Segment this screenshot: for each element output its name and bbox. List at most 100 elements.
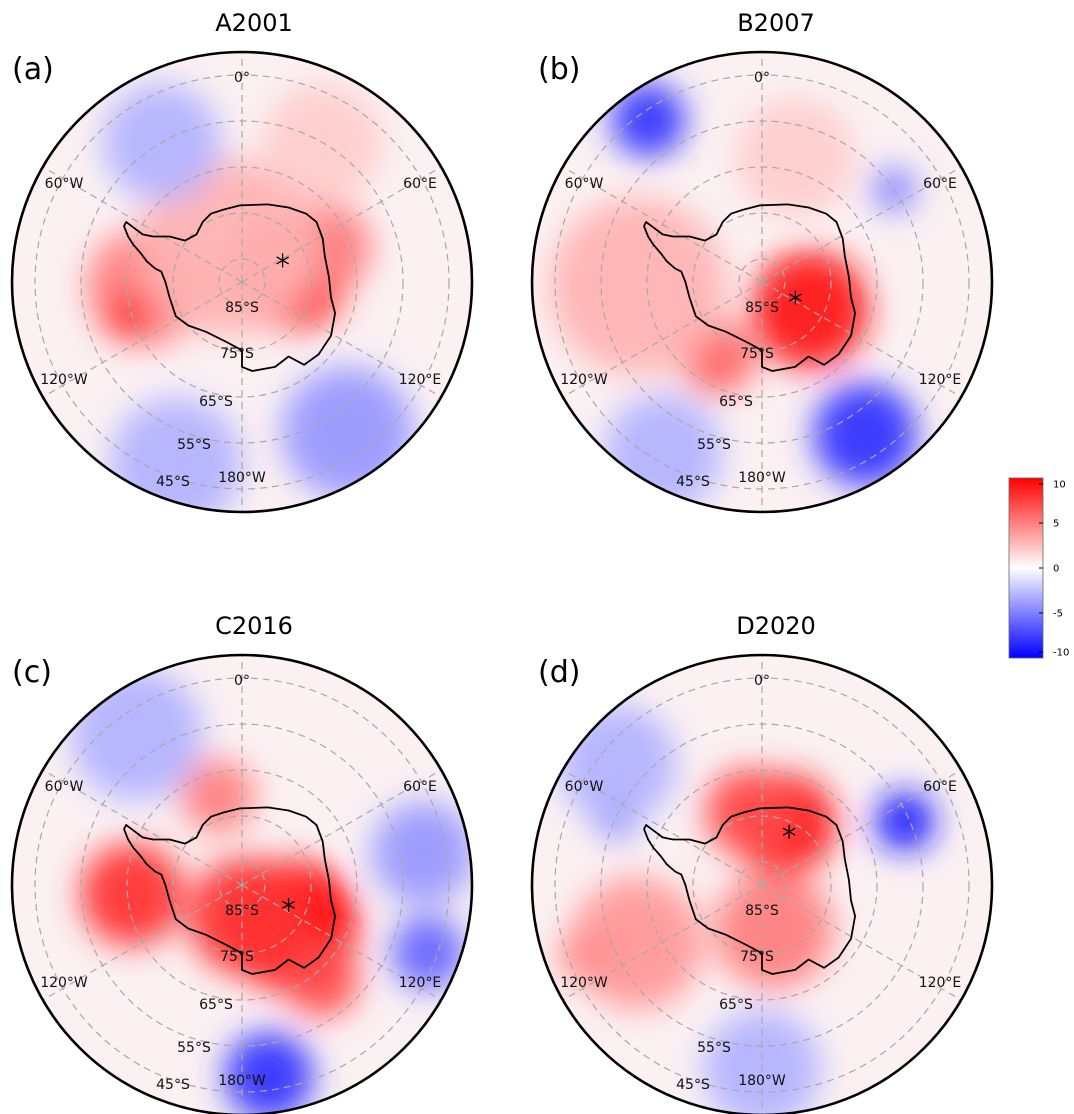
longitude-gridline (42, 884, 243, 1001)
panel-label: (a) (12, 52, 54, 87)
latitude-label: 45°S (676, 1077, 710, 1093)
longitude-label: 180°W (738, 470, 786, 486)
latitude-label: 65°S (719, 997, 753, 1013)
latitude-label: 75°S (220, 949, 254, 965)
max-marker (282, 897, 295, 912)
longitude-label: 0° (234, 70, 250, 86)
panel-title: D2020 (736, 612, 816, 640)
colorbar-gradient (1008, 477, 1044, 659)
latitude-label: 65°S (199, 997, 233, 1013)
anomaly-region (715, 870, 833, 989)
anomaly-region (188, 857, 307, 976)
map-boundary (10, 50, 474, 514)
anomaly-region (736, 98, 855, 217)
panel-label: (c) (12, 655, 52, 690)
longitude-gridline (42, 769, 243, 886)
latitude-label: 65°S (199, 394, 233, 410)
longitude-gridline (562, 884, 763, 1001)
longitude-label: 180°W (218, 470, 266, 486)
longitude-label: 180°W (738, 1073, 786, 1089)
longitude-label: 120°E (919, 975, 962, 991)
panel-title: C2016 (215, 612, 293, 640)
anomaly-region (109, 397, 243, 512)
anomaly-region (549, 197, 727, 375)
latitude-label: 55°S (177, 437, 211, 453)
latitude-label: 55°S (697, 437, 731, 453)
map-boundary (10, 653, 474, 1114)
panel-c: C2016 (c) 0° 60°E 120°E 180°W 120°W 60°W 85°S 7… (10, 612, 474, 1114)
longitude-label: 60°E (923, 779, 957, 795)
panel-label: (d) (538, 655, 580, 690)
polar-map: 0° 60°E 120°E 180°W 120°W 60°W 85°S 75°S 65°S 55°… (10, 653, 474, 1114)
longitude-gridline (241, 769, 442, 886)
longitude-label: 60°E (923, 176, 957, 192)
longitude-label: 120°W (40, 372, 88, 388)
antarctica-coastline (123, 203, 336, 372)
longitude-label: 120°W (40, 975, 88, 991)
latitude-gridline (218, 861, 266, 909)
latitude-label: 55°S (177, 1040, 211, 1056)
longitude-gridline (761, 884, 962, 1001)
anomaly-region (141, 159, 318, 336)
colorbar-tick-label: -5 (1053, 609, 1063, 620)
latitude-gridline (738, 861, 786, 909)
panel-b: B2007 (b) 0° 60°E 120°E 180°W 120°W 60°W 85°S 7… (530, 9, 994, 514)
anomaly-region (105, 294, 150, 340)
panel-d: D2020 (d) 0° 60°E 120°E 180°W 120°W 60°W 85°S 7… (530, 612, 994, 1114)
anomaly-region (705, 768, 794, 857)
max-marker (782, 824, 796, 839)
anomaly-region (371, 801, 472, 905)
polar-map: 0° 60°E 120°E 180°W 120°W 60°W 85°S 75°S 65°S 55°… (10, 50, 474, 514)
longitude-gridline (562, 166, 763, 283)
longitude-label: 60°E (403, 176, 437, 192)
latitude-label: 75°S (220, 346, 254, 362)
anomaly-region (70, 668, 203, 801)
colorbar-tick-label: 10 (1053, 480, 1066, 491)
longitude-label: 0° (754, 70, 770, 86)
latitude-label: 45°S (156, 1077, 190, 1093)
anomaly-region (604, 394, 722, 512)
latitude-label: 85°S (225, 903, 259, 919)
panel-a: A2001 (a) 0° 60°E 120°E 180°W 120°W 60°W 85°S 7… (10, 9, 474, 514)
anomaly-region (80, 843, 184, 947)
anomaly-region (558, 704, 677, 823)
longitude-gridline (42, 281, 243, 398)
longitude-gridline (761, 166, 962, 283)
colorbar-tick-label: 0 (1053, 564, 1059, 575)
longitude-label: 60°W (45, 176, 84, 192)
antarctica-coastline (643, 806, 856, 975)
anomaly-region (224, 1032, 314, 1114)
anomaly-region (813, 383, 917, 486)
longitude-label: 120°E (919, 372, 962, 388)
longitude-label: 180°W (218, 1073, 266, 1089)
longitude-label: 120°W (560, 975, 608, 991)
latitude-label: 45°S (676, 474, 710, 490)
longitude-gridline (42, 166, 243, 283)
longitude-label: 0° (754, 673, 770, 689)
polar-map: 0° 60°E 120°E 180°W 120°W 60°W 85°S 75°S 65°S 55°… (530, 653, 994, 1114)
latitude-gridline (218, 258, 266, 306)
longitude-label: 0° (234, 673, 250, 689)
anomaly-region (391, 915, 465, 990)
latitude-label: 75°S (740, 346, 774, 362)
colorbar-tick-label: -10 (1053, 648, 1069, 659)
latitude-label: 85°S (745, 300, 779, 316)
anomaly-region (611, 83, 686, 157)
polar-map: 0° 60°E 120°E 180°W 120°W 60°W 85°S 75°S 65°S 55°… (530, 50, 994, 514)
map-boundary (530, 653, 994, 1114)
latitude-label: 55°S (697, 1040, 731, 1056)
longitude-label: 120°W (560, 372, 608, 388)
longitude-gridline (241, 281, 442, 398)
longitude-label: 60°W (45, 779, 84, 795)
latitude-label: 85°S (225, 300, 259, 316)
antarctica-coastline (123, 806, 336, 975)
latitude-label: 75°S (740, 949, 774, 965)
longitude-label: 60°W (565, 176, 604, 192)
map-boundary (530, 50, 994, 514)
longitude-gridline (241, 166, 442, 283)
latitude-label: 45°S (156, 474, 190, 490)
longitude-label: 60°W (565, 779, 604, 795)
longitude-label: 60°E (403, 779, 437, 795)
anomaly-region (875, 792, 935, 851)
latitude-label: 65°S (719, 394, 753, 410)
